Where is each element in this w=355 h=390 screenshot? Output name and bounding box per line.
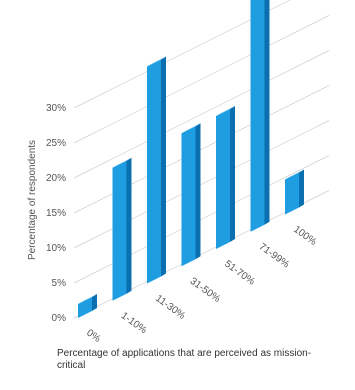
bar-side — [299, 169, 304, 208]
gridline — [73, 155, 330, 284]
y-axis-label: Percentage of respondents — [27, 140, 38, 260]
bar-top — [112, 157, 132, 168]
y-tick-label: 5% — [52, 278, 67, 289]
bar-side — [92, 294, 97, 311]
y-tick-label: 15% — [46, 208, 66, 219]
y-tick-label: 30% — [46, 103, 66, 114]
bar — [216, 106, 235, 249]
bar-top — [181, 123, 201, 134]
y-axis-ticks: 0% 5% 10% 15% 20% 25% 30% — [46, 103, 66, 324]
bar — [250, 0, 270, 232]
bar-top — [216, 106, 235, 116]
x-tick-label: 31-50% — [188, 276, 222, 305]
bar-side — [230, 106, 235, 242]
bar-front — [250, 0, 265, 232]
bar-front — [285, 172, 299, 215]
gridline — [73, 15, 330, 144]
bar-side — [126, 157, 132, 294]
bar-front — [147, 59, 161, 284]
bar-front — [112, 160, 127, 301]
bar-front — [216, 109, 230, 249]
y-tick-label: 20% — [46, 173, 66, 184]
gridline — [73, 0, 291, 109]
bar — [112, 157, 132, 301]
bar — [285, 169, 304, 215]
x-tick-label: 0% — [84, 328, 102, 345]
x-tick-label: 11-30% — [153, 293, 187, 322]
bar — [147, 56, 166, 284]
bar-top — [285, 169, 304, 180]
bar-side — [161, 56, 166, 277]
gridlines — [73, 0, 330, 319]
x-axis-label: Percentage of applications that are perc… — [57, 348, 312, 371]
y-tick-label: 25% — [46, 138, 66, 149]
bar-top — [78, 294, 97, 304]
x-tick-label: 51-70% — [222, 259, 256, 288]
x-tick-label: 100% — [291, 224, 318, 248]
y-tick-label: 10% — [46, 243, 66, 254]
x-tick-label: 1-10% — [119, 310, 149, 336]
x-tick-label: 71-99% — [257, 241, 291, 270]
bar-front — [181, 126, 196, 267]
bar — [78, 294, 97, 318]
bar-top — [147, 56, 166, 67]
bar-side — [264, 0, 270, 225]
bars — [78, 0, 304, 318]
bar — [181, 123, 201, 267]
gridline — [73, 50, 330, 179]
y-tick-label: 0% — [52, 313, 67, 324]
bar-side — [195, 123, 201, 260]
